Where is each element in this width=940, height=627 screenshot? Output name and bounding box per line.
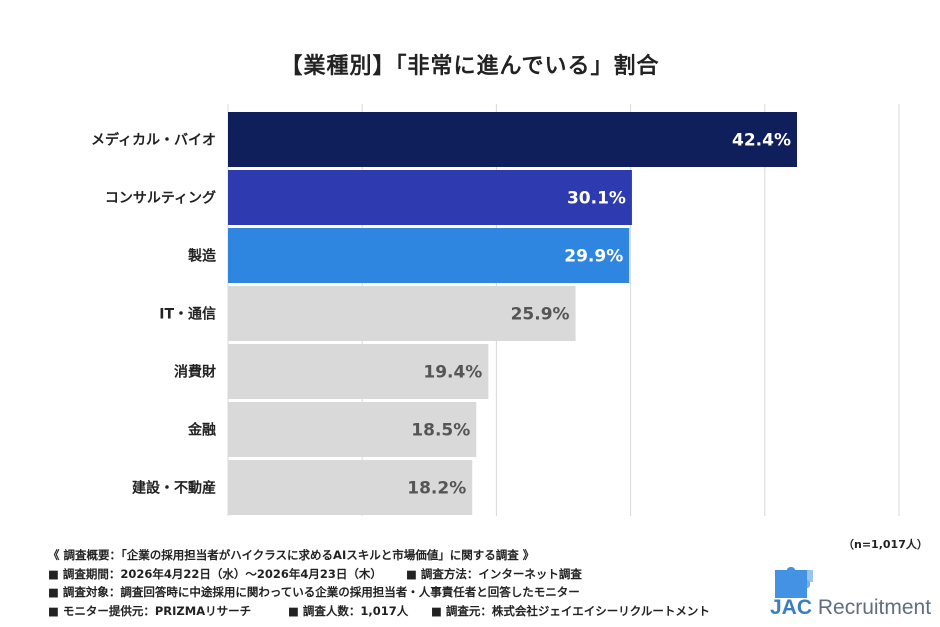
footnote-method: ■ 調査方法：インターネット調査 (406, 566, 582, 581)
footnote-provider: ■ モニター提供元：PRIZMAリサーチ (48, 603, 252, 618)
footnote-period: ■ 調査期間：2026年4月22日（水）〜2026年4月23日（木） (48, 566, 382, 581)
footnote-target: ■ 調査対象：調査回答時に中途採用に関わっている企業の採用担当者・人事責任者と回… (48, 585, 580, 599)
category-label: IT・通信 (159, 306, 216, 323)
footnote-row-provider: ■ モニター提供元：PRIZMAリサーチ ■ 調査人数：1,017人 ■ 調査元：株… (48, 602, 710, 621)
bar (228, 228, 630, 283)
category-label: 建設・不動産 (132, 480, 216, 497)
value-label: 25.9% (511, 305, 570, 325)
value-label: 30.1% (567, 189, 626, 209)
value-labels: 42.4% 30.1% 29.9% 25.9% 19.4% 18.5% 18.2% (407, 131, 791, 499)
logo-wordmark: JAC Recruitment (770, 596, 931, 620)
category-label: 金融 (187, 422, 216, 439)
footnote-count: ■ 調査人数：1,017人 (288, 603, 409, 618)
sample-size-note: （n=1,017人） (843, 538, 928, 551)
footnote-source: ■ 調査元：株式会社ジェイエイシーリクルートメント (431, 603, 710, 618)
bar (228, 170, 632, 225)
category-label: メディカル・バイオ (91, 132, 216, 149)
category-label: コンサルティング (105, 190, 216, 207)
bar (228, 460, 473, 515)
category-label: 消費財 (174, 364, 216, 381)
bar (228, 112, 798, 167)
value-label: 19.4% (423, 363, 482, 383)
puzzle-piece-icon (775, 567, 813, 598)
bar (228, 344, 489, 399)
footnote-row-period: ■ 調査期間：2026年4月22日（水）〜2026年4月23日（木） ■ 調査方法… (48, 565, 710, 584)
logo-text-jac: JAC (770, 596, 813, 619)
value-label: 29.9% (564, 247, 623, 267)
bar (228, 402, 477, 457)
value-label: 18.2% (407, 479, 466, 499)
bars (228, 112, 798, 515)
logo-text-recruitment: Recruitment (817, 596, 932, 619)
survey-footnotes: 《 調査概要：「企業の採用担当者がハイクラスに求めるAIスキルと市場価値」に関す… (48, 546, 710, 620)
chart-title: 【業種別】「非常に進んでいる」割合 (280, 54, 660, 79)
category-label: 製造 (187, 248, 216, 265)
value-label: 42.4% (732, 131, 791, 151)
value-label: 18.5% (411, 421, 470, 441)
bar (228, 286, 576, 341)
company-logo: JAC Recruitment (770, 566, 935, 622)
footnote-overview: 《 調査概要：「企業の採用担当者がハイクラスに求めるAIスキルと市場価値」に関す… (48, 548, 535, 562)
